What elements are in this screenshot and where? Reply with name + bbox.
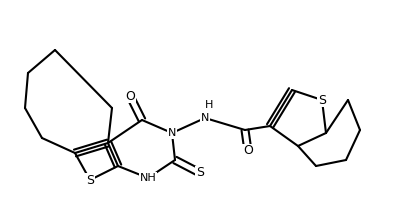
Text: O: O: [125, 89, 135, 103]
Text: NH: NH: [140, 173, 156, 183]
Text: S: S: [86, 173, 94, 187]
Text: H: H: [205, 100, 213, 110]
Text: O: O: [243, 145, 253, 157]
Text: S: S: [196, 166, 204, 180]
Text: N: N: [168, 128, 176, 138]
Text: N: N: [201, 113, 209, 123]
Text: S: S: [318, 94, 326, 106]
